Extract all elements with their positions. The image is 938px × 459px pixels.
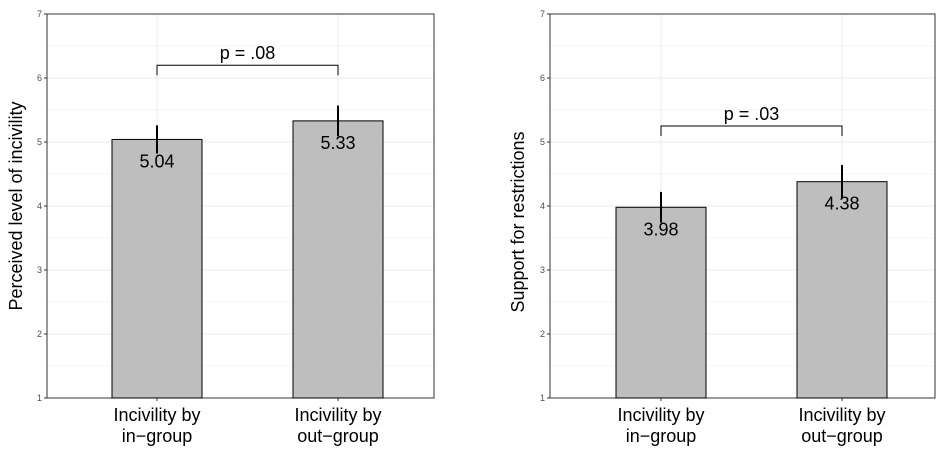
significance-bracket [156,64,339,76]
p-value-annotation: p = .08 [220,43,276,63]
y-tick-label: 1 [37,393,42,403]
y-axis-label: Perceived level of incivility [6,101,26,310]
y-tick-label: 3 [37,265,42,275]
y-tick-label: 7 [37,9,42,19]
y-tick-label: 2 [37,329,42,339]
x-tick-label-2: Incivility by out−group [798,405,885,446]
y-tick-label: 7 [540,9,545,19]
y-tick-label: 4 [37,201,42,211]
bar-2 [292,120,384,399]
value-label-1: 3.98 [643,219,678,239]
chart-panel-2: 1 2 3 4 5 6 7 Support for restrictions 3.98 Inciv… [508,9,936,446]
y-tick-label: 2 [540,329,545,339]
significance-bracket [660,125,843,136]
bar-1 [111,138,203,399]
y-tick-label: 4 [540,201,545,211]
y-tick-label: 5 [37,137,42,147]
x-tick-label-1: Incivility by in−group [617,405,704,446]
y-tick-label: 3 [540,265,545,275]
bar-2 [796,181,888,399]
y-tick-label: 6 [37,73,42,83]
x-tick-label-2: Incivility by out−group [294,405,381,446]
p-value-annotation: p = .03 [724,104,780,124]
y-tick-label: 6 [540,73,545,83]
value-label-2: 5.33 [320,133,355,153]
value-label-2: 4.38 [824,194,859,214]
x-tick-label-1: Incivility by in−group [113,405,200,446]
y-tick-label: 5 [540,137,545,147]
y-axis-label: Support for restrictions [508,131,528,312]
value-label-1: 5.04 [139,151,174,171]
chart-panel-1: 1 2 3 4 5 6 7 Perceived level of incivility 5.04… [6,9,435,446]
y-tick-label: 1 [540,393,545,403]
bar-1 [615,206,707,399]
